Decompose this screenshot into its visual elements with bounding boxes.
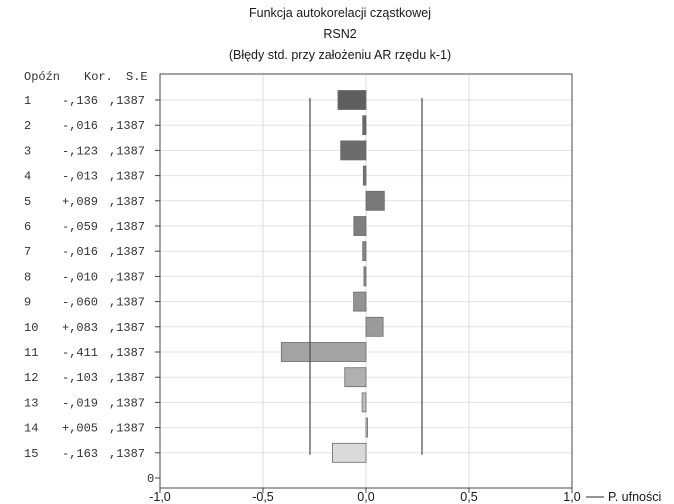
corr-label: -,010: [62, 270, 98, 284]
confidence-legend-label: P. ufności: [608, 490, 661, 504]
lag-table: 1 -,136 ,1387 2 -,016 ,1387 3 -,123 ,1387 4 -,013,…: [24, 94, 154, 486]
lag-label: 9: [24, 296, 31, 310]
pacf-bar: [365, 316, 384, 337]
chart-title: Funkcja autokorelacji cząstkowej: [249, 6, 431, 20]
x-tick-label: -1,0: [149, 490, 171, 504]
x-tick-label: 0,5: [460, 490, 477, 504]
pacf-bar: [340, 140, 367, 161]
se-label: ,1387: [109, 195, 145, 209]
lag-label: 8: [24, 270, 31, 284]
table-header-cell: S.E: [126, 70, 148, 84]
lag-label: 1: [24, 94, 31, 108]
corr-label: +,083: [62, 321, 98, 335]
pacf-bar: [363, 266, 367, 287]
se-label: ,1387: [109, 144, 145, 158]
pacf-bar: [344, 367, 367, 388]
corr-label: -,136: [62, 94, 98, 108]
corr-label: -,016: [62, 119, 98, 133]
se-label: ,1387: [109, 245, 145, 259]
lag-label: 14: [24, 422, 38, 436]
corr-label: -,123: [62, 144, 98, 158]
pacf-bar: [365, 417, 368, 438]
table-header: Opóźn Kor. S.E: [24, 70, 148, 84]
lag-label: 13: [24, 396, 38, 410]
pacf-bar: [361, 392, 367, 413]
corr-label: -,059: [62, 220, 98, 234]
table-header-cell: Kor.: [84, 70, 113, 84]
corr-label: +,089: [62, 195, 98, 209]
corr-label: -,019: [62, 396, 98, 410]
se-label: ,1387: [109, 447, 145, 461]
confidence-limits: [309, 98, 423, 455]
se-label: ,1387: [109, 170, 145, 184]
x-tick-label: -0,5: [252, 490, 274, 504]
pacf-bar: [337, 90, 367, 110]
table-header-cell: Opóźn: [24, 70, 60, 84]
pacf-bar: [280, 342, 367, 362]
pacf-bar: [362, 241, 367, 262]
bar-series: [280, 90, 385, 463]
chart-subtitle: RSN2: [323, 27, 356, 41]
se-label: ,1387: [109, 422, 145, 436]
x-tick-label: 0,0: [357, 490, 374, 504]
corr-label: -,163: [62, 447, 98, 461]
pacf-bar: [332, 442, 367, 463]
lag-label: 12: [24, 371, 38, 385]
pacf-bar: [353, 291, 367, 312]
pacf-bar: [365, 190, 385, 211]
lag-label: 3: [24, 144, 31, 158]
zero-row-label: 0: [147, 472, 154, 486]
lag-label: 15: [24, 447, 38, 461]
se-label: ,1387: [109, 220, 145, 234]
se-label: ,1387: [109, 371, 145, 385]
corr-label: -,103: [62, 371, 98, 385]
se-label: ,1387: [109, 119, 145, 133]
corr-label: +,005: [62, 422, 98, 436]
se-label: ,1387: [109, 270, 145, 284]
corr-label: -,016: [62, 245, 98, 259]
pacf-bar: [362, 115, 367, 136]
corr-label: -,411: [62, 346, 98, 360]
lag-label: 2: [24, 119, 31, 133]
lag-label: 5: [24, 195, 31, 209]
lag-label: 6: [24, 220, 31, 234]
chart-note: (Błędy std. przy założeniu AR rzędu k-1): [229, 48, 451, 62]
se-label: ,1387: [109, 346, 145, 360]
se-label: ,1387: [109, 396, 145, 410]
se-label: ,1387: [109, 321, 145, 335]
x-axis: -1,0 -0,5 0,0 0,5 1,0 P. ufności: [149, 99, 661, 504]
se-label: ,1387: [109, 94, 145, 108]
corr-label: -,060: [62, 296, 98, 310]
corr-label: -,013: [62, 170, 98, 184]
lag-label: 10: [24, 321, 38, 335]
lag-label: 4: [24, 170, 31, 184]
pacf-bar: [362, 165, 367, 186]
x-tick-label: 1,0: [563, 490, 580, 504]
lag-label: 7: [24, 245, 31, 259]
se-label: ,1387: [109, 296, 145, 310]
lag-label: 11: [24, 346, 38, 360]
pacf-bar: [353, 216, 367, 236]
